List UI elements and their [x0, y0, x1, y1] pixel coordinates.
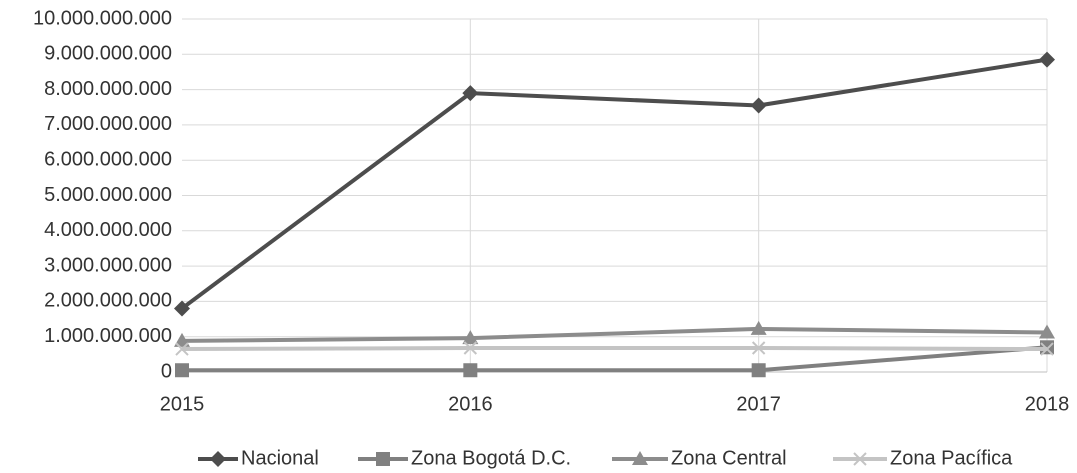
x-tick-label: 2016: [448, 393, 493, 415]
legend-label: Zona Pacífica: [890, 447, 1013, 469]
y-tick-label: 3.000.000.000: [44, 254, 172, 276]
line: [182, 345, 1048, 373]
line: [180, 57, 1048, 311]
marker: [462, 330, 479, 345]
y-tick-label: 7.000.000.000: [44, 113, 172, 135]
marker: [751, 363, 766, 378]
marker: [1039, 51, 1055, 68]
y-tick-label: 5.000.000.000: [44, 184, 172, 206]
y-tick-label: 0: [161, 360, 172, 382]
marker: [174, 332, 190, 347]
marker: [210, 451, 226, 467]
marker: [175, 342, 189, 356]
marker: [376, 452, 390, 466]
x-tick-label: 2018: [1025, 393, 1070, 415]
marker: [175, 363, 189, 378]
y-tick-label: 8.000.000.000: [44, 78, 172, 100]
x-tick-label: 2017: [736, 393, 781, 415]
marker: [1040, 342, 1054, 356]
line: [181, 326, 1048, 343]
marker: [462, 85, 479, 102]
y-tick-label: 10.000.000.000: [33, 7, 172, 29]
marker: [174, 300, 190, 317]
x-tick-label: 2015: [160, 393, 205, 415]
marker: [750, 97, 767, 114]
marker: [1039, 324, 1055, 339]
y-tick-label: 6.000.000.000: [44, 148, 172, 170]
y-tick-label: 4.000.000.000: [44, 219, 172, 241]
marker: [463, 363, 478, 378]
marker: [463, 341, 478, 355]
y-tick-label: 2.000.000.000: [44, 290, 172, 312]
legend-label: Zona Bogotá D.C.: [411, 447, 571, 469]
marker: [751, 341, 766, 355]
y-tick-label: 1.000.000.000: [44, 325, 172, 347]
marker: [632, 451, 648, 465]
y-tick-label: 9.000.000.000: [44, 43, 172, 65]
legend-label: Zona Central: [671, 447, 787, 469]
legend-label: Nacional: [241, 447, 319, 469]
marker: [750, 320, 767, 335]
line: [181, 345, 1048, 352]
marker: [853, 452, 867, 466]
